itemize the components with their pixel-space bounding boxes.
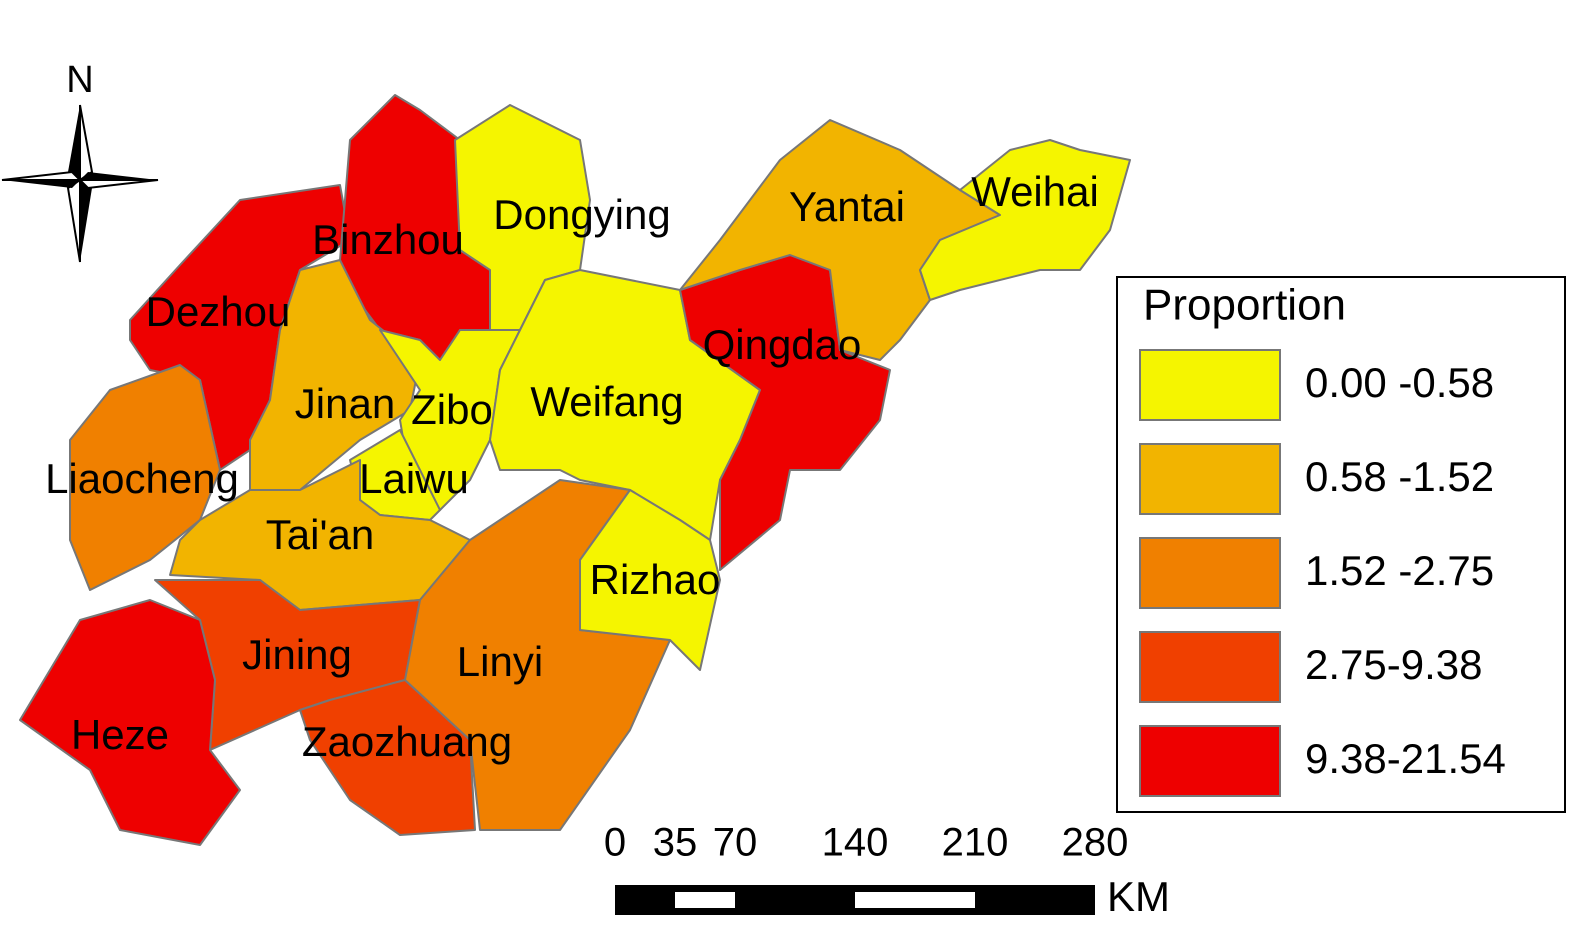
legend-swatch xyxy=(1139,631,1281,703)
legend: Proportion 0.00 -0.58 0.58 -1.52 1.52 -2.7… xyxy=(1116,276,1566,813)
region-label: Liaocheng xyxy=(45,455,239,502)
region-label: Zibo xyxy=(411,386,493,433)
north-label: N xyxy=(66,59,93,101)
scale-label: 210 xyxy=(942,821,1009,865)
region-label: Jinan xyxy=(295,380,395,427)
legend-label: 2.75-9.38 xyxy=(1305,641,1482,688)
arrow-part xyxy=(68,105,80,180)
legend-swatch xyxy=(1139,725,1281,797)
legend-swatch xyxy=(1139,537,1281,609)
scale-segment xyxy=(855,892,975,908)
arrow-part xyxy=(2,180,80,188)
region-label: Tai'an xyxy=(266,511,374,558)
region xyxy=(169,459,471,611)
region-label: Heze xyxy=(71,711,169,758)
scale-segment xyxy=(675,892,735,908)
region-label: Laiwu xyxy=(359,455,469,502)
regions xyxy=(19,94,1131,846)
region-label: Dezhou xyxy=(146,288,291,335)
legend-label: 0.00 -0.58 xyxy=(1305,359,1494,406)
region-label: Weifang xyxy=(530,378,683,425)
region xyxy=(19,599,241,846)
region-labels: Dezhou Binzhou Dongying Jinan Zibo Laiwu Weifa… xyxy=(45,168,1099,765)
region-label: Rizhao xyxy=(590,556,721,603)
scale-unit: KM xyxy=(1107,873,1170,920)
region xyxy=(249,259,421,491)
legend-label: 0.58 -1.52 xyxy=(1305,453,1494,500)
region-label: Linyi xyxy=(457,638,543,685)
region-label: Qingdao xyxy=(703,321,862,368)
region-label: Weihai xyxy=(971,168,1099,215)
arrow-part xyxy=(79,104,94,182)
legend-swatch xyxy=(1139,443,1281,515)
arrow-part xyxy=(66,178,81,263)
arrow-part xyxy=(80,180,92,262)
region-label: Dongying xyxy=(493,191,670,238)
arrow-part xyxy=(80,172,158,180)
region-label: Yantai xyxy=(789,183,905,230)
scale-bar: 0 35 70 140 210 280 KM xyxy=(604,821,1170,921)
scale-label: 70 xyxy=(713,821,758,865)
legend-label: 1.52 -2.75 xyxy=(1305,547,1494,594)
region-label: Binzhou xyxy=(312,216,464,263)
legend-title: Proportion xyxy=(1143,281,1346,330)
legend-label: 9.38-21.54 xyxy=(1305,735,1506,782)
region-label: Jining xyxy=(242,631,352,678)
north-arrow: N xyxy=(1,59,159,263)
region xyxy=(919,139,1131,301)
region-label: Zaozhuang xyxy=(302,718,512,765)
arrow-part xyxy=(77,179,159,190)
scale-label: 0 xyxy=(604,821,626,865)
region xyxy=(69,364,221,591)
legend-swatch xyxy=(1139,349,1281,421)
region xyxy=(299,679,476,836)
scale-label: 140 xyxy=(822,821,889,865)
scale-label: 280 xyxy=(1062,821,1129,865)
scale-label: 35 xyxy=(653,821,698,865)
arrow-part xyxy=(1,170,83,181)
region xyxy=(579,489,721,671)
